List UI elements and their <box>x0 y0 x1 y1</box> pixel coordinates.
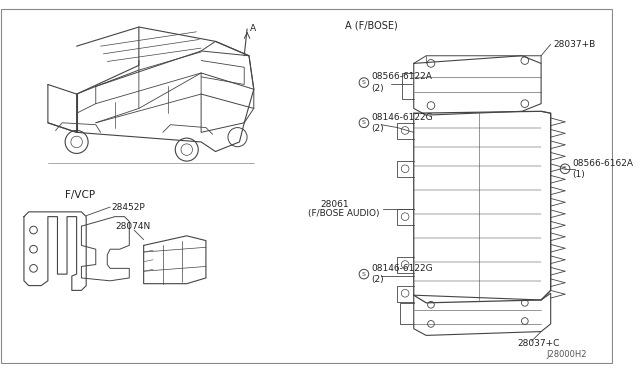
Text: S: S <box>362 120 366 125</box>
Text: S: S <box>362 272 366 277</box>
Text: (F/BOSE AUDIO): (F/BOSE AUDIO) <box>308 209 380 218</box>
Text: A: A <box>250 25 256 33</box>
Text: (2): (2) <box>372 275 384 284</box>
Text: 28037+B: 28037+B <box>554 40 596 49</box>
Text: 08566-6122A: 08566-6122A <box>372 72 433 81</box>
Text: 08566-6162A: 08566-6162A <box>573 158 634 167</box>
Text: 28074N: 28074N <box>115 222 150 231</box>
Text: (1): (1) <box>573 170 586 179</box>
Text: A (F/BOSE): A (F/BOSE) <box>345 20 397 30</box>
Text: (2): (2) <box>372 84 384 93</box>
Text: (2): (2) <box>372 124 384 133</box>
Text: J28000H2: J28000H2 <box>546 350 586 359</box>
Text: S: S <box>362 80 366 85</box>
Text: F/VCP: F/VCP <box>65 190 95 200</box>
Text: 08146-6122G: 08146-6122G <box>372 264 433 273</box>
Text: 28037+C: 28037+C <box>517 339 559 347</box>
Text: S: S <box>563 166 567 171</box>
Text: 28061: 28061 <box>321 200 349 209</box>
Text: 08146-6122G: 08146-6122G <box>372 113 433 122</box>
Text: 28452P: 28452P <box>111 203 145 212</box>
